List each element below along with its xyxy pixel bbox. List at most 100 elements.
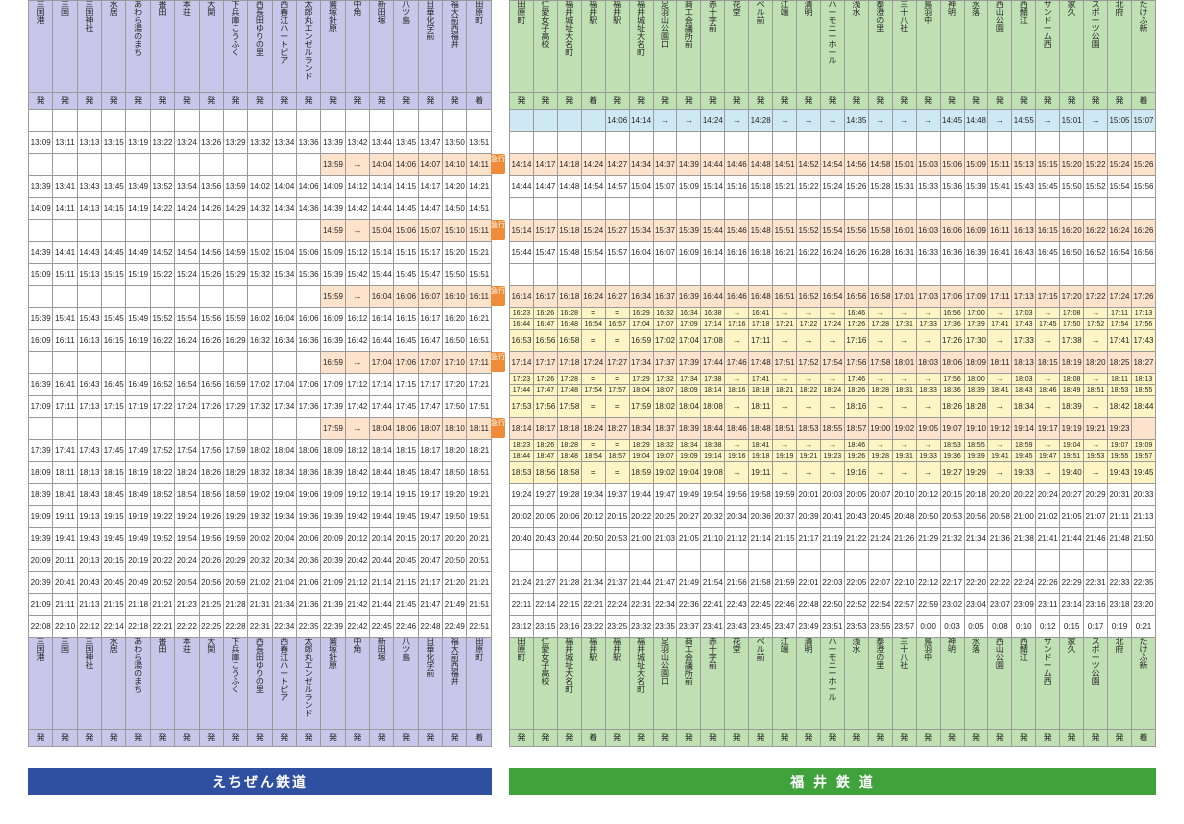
time-cell: 16:46: [843, 307, 869, 319]
time-cell: 17:56: [1130, 318, 1157, 330]
empty-cell: [748, 131, 774, 154]
time-cell: 18:43: [76, 483, 103, 506]
time-cell: 18:55: [963, 439, 989, 451]
time-cell: 14:59: [222, 241, 249, 264]
time-cell: 13:52: [149, 175, 176, 198]
time-cell: 17:26: [532, 373, 558, 385]
time-cell: 15:11: [466, 219, 492, 242]
time-cell: 16:39: [27, 373, 54, 396]
time-cell: 19:47: [1035, 450, 1061, 462]
time-cell: 18:56: [198, 483, 224, 506]
empty-cell: [1059, 131, 1085, 154]
echizen-table: 三国港 三国 三国神社 水居 あわら湯のまち 番田 本荘 大関 下兵庫こうふく 西長田ゆりの里 西春…: [27, 0, 492, 747]
time-cell: 18:20: [1083, 351, 1109, 374]
time-cell: →: [915, 395, 941, 418]
station-label: 江端: [780, 0, 789, 17]
time-cell: 13:34: [271, 131, 297, 154]
station-label: 三国神社: [85, 0, 94, 33]
time-cell: 22:18: [125, 615, 151, 638]
time-cell: 20:44: [556, 527, 582, 550]
empty-cell: [700, 131, 726, 154]
time-cell: 17:59: [222, 439, 249, 462]
time-cell: 18:27: [604, 417, 630, 440]
time-cell: 13:50: [442, 131, 468, 154]
time-cell: →: [867, 373, 893, 385]
arrive-depart-marker: 発: [963, 729, 989, 747]
time-cell: 15:09: [676, 175, 702, 198]
arrive-depart-marker: 発: [652, 729, 678, 747]
station-label: 三十八社: [900, 0, 909, 33]
station-label: 三国: [61, 0, 70, 17]
time-cell: 17:14: [509, 351, 534, 374]
time-cell: 15:28: [867, 175, 893, 198]
arrive-depart-marker: 発: [1107, 729, 1132, 747]
time-cell: [101, 285, 127, 308]
time-cell: 21:05: [676, 527, 702, 550]
time-cell: 20:04: [271, 527, 297, 550]
time-cell: 21:49: [442, 593, 468, 616]
timetable-row: 19:24 19:27 19:28 19:34 19:37 19:44 19:47 19:49…: [509, 483, 1157, 506]
time-cell: 17:03: [1011, 307, 1037, 319]
time-cell: 13:51: [466, 131, 492, 154]
time-cell: 18:45: [101, 483, 127, 506]
station-label: 福井駅: [613, 637, 622, 662]
time-cell: 21:39: [320, 593, 346, 616]
echizen-brand-banner: えちぜん鉄道: [28, 768, 492, 795]
time-cell: 17:50: [442, 395, 468, 418]
time-cell: 18:57: [604, 450, 630, 462]
express-tag: 急行: [491, 286, 505, 306]
empty-cell: [987, 131, 1013, 154]
arrive-depart-marker: 発: [867, 92, 893, 110]
timetable-row: 18:23 18:26 18:28 = = 18:29 18:32 18:34 18:38 → 18…: [509, 439, 1157, 451]
time-cell: 20:45: [393, 549, 419, 572]
time-cell: 17:44: [369, 395, 395, 418]
time-cell: 15:48: [556, 241, 582, 264]
arrive-depart-marker: 発: [509, 92, 534, 110]
time-cell: 19:43: [1107, 461, 1132, 484]
time-cell: 15:44: [509, 241, 534, 264]
time-cell: 17:13: [1011, 285, 1037, 308]
empty-cell: [247, 109, 273, 132]
time-cell: 19:11: [748, 461, 774, 484]
station-name: 福井駅: [604, 0, 630, 93]
time-cell: 21:34: [271, 593, 297, 616]
time-cell: 21:15: [772, 527, 798, 550]
arrive-depart-marker: 発: [320, 92, 346, 110]
time-cell: 21:15: [101, 593, 127, 616]
time-cell: 21:50: [1130, 527, 1157, 550]
echizen-timetable: 三国港 三国 三国神社 水居 あわら湯のまち 番田 本荘 大関 下兵庫こうふく 西長田ゆりの里 西春…: [27, 0, 492, 747]
time-cell: 17:03: [915, 285, 941, 308]
arrive-depart-marker: 発: [198, 92, 224, 110]
time-cell: 18:50: [442, 461, 468, 484]
time-cell: 22:49: [442, 615, 468, 638]
time-cell: 17:39: [676, 351, 702, 374]
station-name: 江端: [772, 0, 798, 93]
time-cell: [52, 153, 78, 176]
time-cell: 16:45: [101, 373, 127, 396]
time-cell: 15:24: [174, 263, 200, 286]
station-name: 下兵庫こうふく: [222, 637, 249, 730]
time-cell: 23:47: [772, 615, 798, 638]
empty-cell: [843, 131, 869, 154]
time-cell: →: [819, 329, 845, 352]
timetable-row: 14:59 → 15:04 15:06 15:07 15:10 15:11: [27, 219, 492, 242]
time-cell: 22:45: [369, 615, 395, 638]
time-cell: 20:56: [198, 571, 224, 594]
time-cell: 16:47: [417, 329, 444, 352]
time-cell: →: [891, 395, 917, 418]
time-cell: 13:36: [295, 131, 322, 154]
arrive-depart-marker: 発: [796, 729, 821, 747]
empty-cell: [532, 263, 558, 286]
time-cell: 18:37: [652, 417, 678, 440]
station-label: 西春江ハートピア: [280, 637, 289, 702]
time-cell: [76, 219, 103, 242]
station-label: 田原町: [517, 0, 526, 25]
arrive-depart-marker: 発: [1011, 92, 1037, 110]
time-cell: 19:23: [819, 450, 845, 462]
time-cell: 16:12: [344, 307, 371, 330]
time-cell: 15:13: [76, 263, 103, 286]
station-label: たけふ新: [1139, 637, 1148, 670]
empty-cell: [891, 549, 917, 572]
time-cell: 19:21: [796, 450, 821, 462]
time-cell: 21:13: [1130, 505, 1157, 528]
